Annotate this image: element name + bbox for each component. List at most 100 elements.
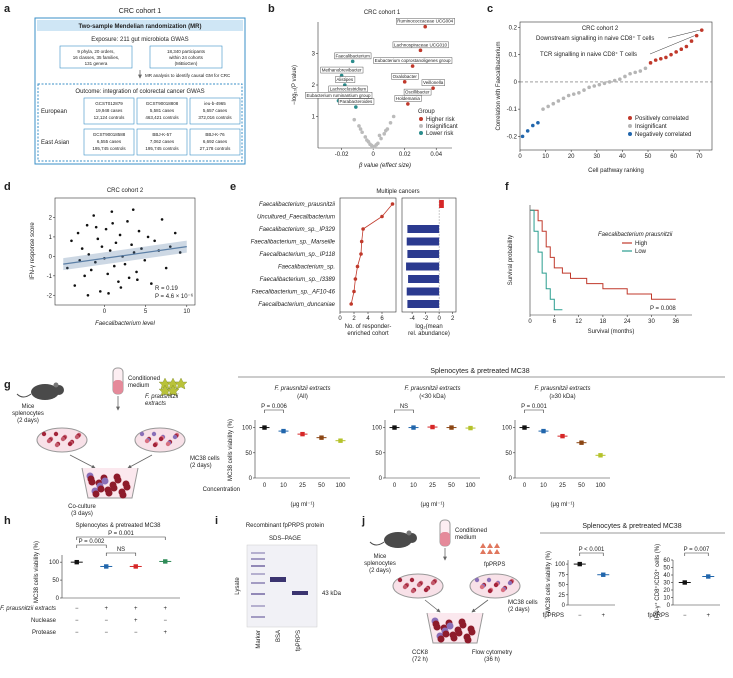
x-tick-label: 25 [429, 483, 436, 489]
plot-frame [339, 197, 397, 313]
x-tick-label: 10 [542, 154, 549, 160]
point [100, 245, 104, 248]
y-tick-label: 40 [663, 573, 670, 579]
gel-band [251, 552, 265, 554]
point [648, 61, 653, 65]
info-box [149, 45, 223, 69]
lane-label: fpPRPS [296, 630, 302, 651]
sig-label: P = 0.006 [261, 404, 287, 410]
study-text: 195,745 controls [92, 146, 126, 151]
box-text: 16 classes, 35 families, [73, 55, 120, 60]
y-tick-label: 25 [558, 593, 565, 599]
cell [493, 582, 499, 588]
point-label: Holdemania [396, 96, 421, 101]
cell [53, 431, 59, 437]
point [87, 253, 91, 256]
protein [494, 549, 500, 554]
x-tick-label: 50 [448, 483, 455, 489]
illustration-label: (2 days) [508, 607, 530, 613]
mouse-head [54, 385, 64, 395]
x-tick-label: 50 [318, 483, 325, 489]
panel-title: CRC cohort 1 [364, 10, 401, 16]
point [94, 260, 97, 264]
illustration-label: MC38 cells [508, 600, 538, 606]
x-tick-label: 50 [645, 154, 652, 160]
x-axis-label: fpPRPS [648, 613, 669, 619]
y-tick-label: -0.2 [507, 134, 518, 140]
tube-liquid [440, 532, 450, 546]
cell [88, 478, 96, 486]
gel-band [251, 616, 265, 618]
box-text: within 24 cohorts [169, 55, 204, 60]
label-box [403, 88, 432, 96]
point [146, 235, 150, 239]
point [566, 93, 571, 98]
x-tick-label: -2 [423, 316, 429, 322]
x-tick-label: 50 [578, 483, 585, 489]
sign: − [163, 618, 167, 624]
sign: − [578, 613, 582, 619]
illustration-label: (72 h) [412, 657, 428, 663]
legend-label: Low [635, 249, 647, 255]
gel-band [251, 565, 265, 567]
point [153, 239, 156, 243]
sign: + [163, 606, 167, 612]
illustration-label: (2 days) [17, 418, 39, 424]
plot-title: F. prausnitzii extracts [275, 386, 331, 392]
study-text: 195,745 controls [145, 146, 179, 151]
sig-label: NS [117, 547, 125, 553]
x-tick-label: 0 [528, 319, 532, 325]
point [689, 39, 694, 43]
point [368, 142, 372, 147]
x-tick-label: 20 [568, 154, 575, 160]
illustration-label: Co-culture [68, 504, 96, 510]
y-tick-label: 2 [49, 215, 53, 221]
y-axis-label: −log₁₀(P value) [292, 65, 298, 105]
plot-title: F. prausnitzii extracts [405, 386, 461, 392]
point [359, 239, 364, 244]
illustration-label: splenocytes [12, 411, 44, 417]
point [114, 241, 118, 245]
point-label: Ruminococcaceae UCG004 [397, 19, 453, 24]
sign: + [134, 606, 138, 612]
gel-band [251, 593, 265, 595]
study-text: BBJ-K-57 [152, 132, 172, 137]
y-tick-label: -1 [47, 274, 53, 280]
panel-letter: i [215, 515, 218, 527]
y-tick-label: 100 [555, 562, 566, 568]
point [546, 104, 550, 109]
point [178, 251, 182, 254]
category-label: Faecalibacterium_sp._Marseille [251, 240, 336, 246]
point-label: Parabacteroides [339, 99, 373, 104]
category-label: Faecalibacterium_sp._IP329 [259, 227, 336, 233]
cell [500, 587, 506, 593]
y-tick-label: 10 [663, 596, 670, 602]
study-text: 7,062 cases [150, 139, 175, 144]
dot [522, 425, 527, 430]
point [643, 66, 648, 71]
cell [423, 587, 429, 593]
x-tick-label: 0 [523, 483, 527, 489]
point [431, 86, 435, 90]
sign: + [134, 618, 138, 624]
point [140, 247, 143, 250]
label-box [334, 52, 372, 60]
point [78, 258, 82, 262]
label-box [335, 76, 356, 83]
legend-swatch [628, 124, 632, 128]
point [388, 121, 393, 125]
sig-label: P < 0.001 [579, 547, 605, 553]
point [361, 227, 365, 231]
point [127, 276, 131, 280]
point [96, 237, 100, 241]
gel-band [251, 582, 265, 584]
study-text: GCST012879 [95, 101, 123, 106]
point [380, 214, 384, 219]
tube-liquid [113, 380, 123, 394]
x-tick-label: 0 [338, 316, 342, 322]
point [132, 251, 136, 254]
panel-title: Splenocytes & pretreated MC38 [75, 523, 161, 529]
x-tick-label: 24 [624, 319, 631, 325]
point-label: Eubacterium ruminantium group [306, 93, 371, 98]
x-tick-label: 4 [366, 316, 370, 322]
